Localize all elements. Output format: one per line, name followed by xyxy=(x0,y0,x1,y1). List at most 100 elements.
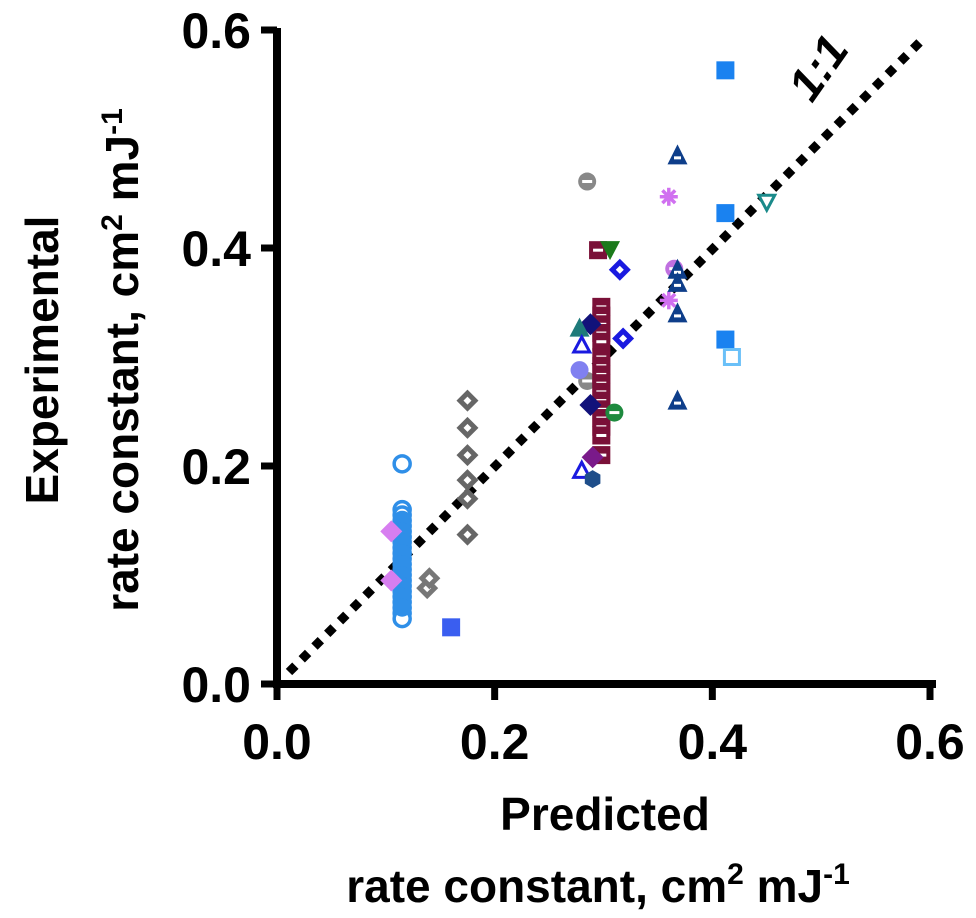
marker-center-dash xyxy=(609,411,620,415)
y-tick-label: 0.0 xyxy=(181,657,251,713)
open-circle-marker xyxy=(392,454,412,474)
filled-diamond-marker xyxy=(581,446,604,469)
open-square-marker xyxy=(722,348,741,366)
filled-square-marker xyxy=(442,618,461,637)
filled-diamond-marker xyxy=(579,393,602,416)
filled-diamond-marker xyxy=(380,520,403,543)
filled-circle-marker xyxy=(393,598,412,617)
data-point xyxy=(667,144,688,165)
dash-triangle-marker xyxy=(667,302,688,323)
filled-square-marker xyxy=(716,330,735,349)
data-point xyxy=(667,302,688,323)
reference-line-label: 1:1 xyxy=(778,25,859,109)
x-tick-label: 0.6 xyxy=(895,714,965,770)
x-axis-title: Predicted rate constant, cm2 mJ-1 xyxy=(346,788,850,912)
data-points xyxy=(380,61,778,637)
data-point xyxy=(570,361,589,380)
data-point xyxy=(584,470,601,489)
y-tick-label: 0.2 xyxy=(181,439,251,495)
data-point xyxy=(571,459,593,479)
filled-square-marker xyxy=(716,61,735,80)
x-tick-label: 0.4 xyxy=(678,714,748,770)
data-point xyxy=(667,389,688,410)
filled-hexagon-marker xyxy=(584,470,601,489)
data-point xyxy=(612,327,635,350)
data-point xyxy=(608,258,631,281)
y-tick-label: 0.6 xyxy=(181,3,251,59)
filled-square-marker xyxy=(716,204,735,223)
dash-triangle-marker xyxy=(667,271,688,292)
marker-center-dot xyxy=(615,265,624,274)
data-point xyxy=(380,520,403,543)
marker-center-dash xyxy=(674,401,682,405)
x-axis-title-line2: rate constant, cm2 mJ-1 xyxy=(346,858,850,912)
x-axis-title-unit: mJ xyxy=(744,860,823,912)
filled-triangle-marker xyxy=(569,317,590,337)
asterisk-stroke xyxy=(661,189,677,205)
y-axis-title-unit-sup: -1 xyxy=(96,108,129,135)
filled-down-triangle-marker xyxy=(600,241,621,261)
data-point xyxy=(592,332,611,351)
marker-center-dash xyxy=(593,248,604,252)
marker-center-dash xyxy=(596,433,607,437)
marker-center-dot xyxy=(463,451,472,460)
data-point xyxy=(571,333,593,354)
ticks: 0.0 0.2 0.4 0.6 0.0 0.2 0.4 0.6 xyxy=(181,3,964,770)
dash-triangle-marker xyxy=(667,144,688,165)
x-axis-title-line1: Predicted xyxy=(500,788,710,840)
data-point xyxy=(716,61,735,80)
y-axis-title-main: rate constant, cm xyxy=(96,231,148,612)
asterisk-stroke xyxy=(661,292,677,308)
data-point xyxy=(716,330,735,349)
data-point xyxy=(569,317,590,337)
axes xyxy=(273,28,936,688)
data-point xyxy=(456,416,479,439)
marker-center-dot xyxy=(463,396,472,405)
y-axis-title-unit: mJ xyxy=(96,135,148,214)
data-point xyxy=(456,469,479,492)
data-point xyxy=(442,618,461,637)
data-point xyxy=(592,426,611,445)
marker-center-dash xyxy=(582,379,593,383)
data-point xyxy=(456,523,479,546)
data-point xyxy=(722,348,741,366)
x-tick-label: 0.0 xyxy=(242,714,312,770)
x-axis-title-unit-sup: -1 xyxy=(823,858,850,891)
marker-center-dot xyxy=(463,530,472,539)
filled-diamond-marker xyxy=(380,569,403,592)
data-point xyxy=(659,291,678,310)
x-axis-title-main: rate constant, cm xyxy=(346,860,727,912)
y-axis-title-line1: Experimental xyxy=(16,216,68,505)
y-axis-title: Experimental rate constant, cm2 mJ-1 xyxy=(16,108,148,612)
data-point xyxy=(579,393,602,416)
marker-center-dash xyxy=(596,340,607,344)
data-point xyxy=(600,241,621,261)
data-point xyxy=(456,487,479,510)
open-down-triangle-marker xyxy=(756,193,778,214)
marker-center-dash xyxy=(674,156,682,160)
x-axis-title-sup: 2 xyxy=(727,858,744,891)
marker-center-dot xyxy=(425,574,434,583)
marker-center-dot xyxy=(619,334,628,343)
filled-circle-marker xyxy=(570,361,589,380)
y-axis-title-sup: 2 xyxy=(96,214,129,231)
data-point xyxy=(578,172,597,191)
data-point xyxy=(659,187,678,206)
data-point xyxy=(716,204,735,223)
y-tick-label: 0.4 xyxy=(181,221,251,277)
data-point xyxy=(456,389,479,412)
data-point xyxy=(581,446,604,469)
dash-triangle-marker xyxy=(667,389,688,410)
open-triangle-marker xyxy=(571,459,593,479)
marker-center-dot xyxy=(463,423,472,432)
open-triangle-marker xyxy=(571,333,593,354)
marker-center-dash xyxy=(674,314,682,318)
data-point xyxy=(756,193,778,214)
marker-center-dash xyxy=(582,180,593,184)
data-point xyxy=(380,569,403,592)
data-point xyxy=(418,567,441,590)
marker-center-dot xyxy=(463,476,472,485)
marker-center-dash xyxy=(674,283,682,287)
x-tick-label: 0.2 xyxy=(460,714,530,770)
